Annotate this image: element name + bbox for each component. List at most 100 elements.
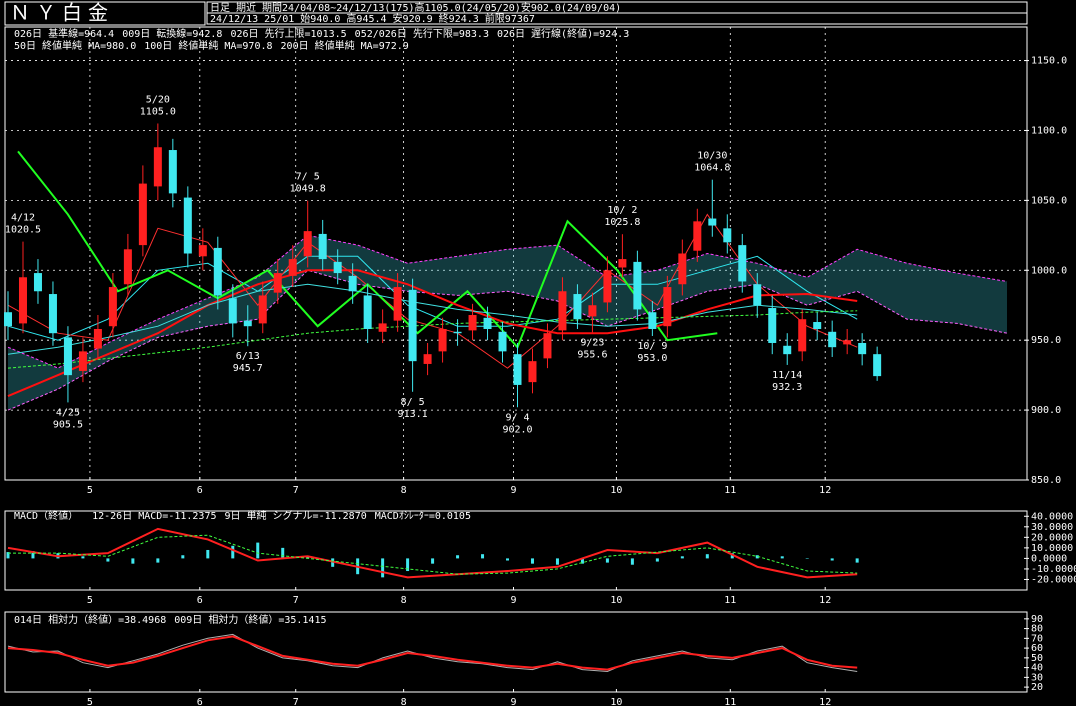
annotation-value: 1025.8 xyxy=(604,217,640,228)
candle-body xyxy=(213,247,222,296)
annotation-value: 1064.8 xyxy=(694,163,730,174)
annotation-date: 7/ 5 xyxy=(296,172,320,183)
candle-body xyxy=(663,287,672,327)
quote-info: 24/12/13 25/01 始940.0 高945.4 安920.9 終924… xyxy=(210,12,535,25)
period-info: 日足 期近 期間24/04/08~24/12/13(175)高1105.0(24… xyxy=(210,1,621,14)
series-line xyxy=(7,633,858,673)
legend-entry: 9日 単純 シグナル=-11.2870 xyxy=(224,509,366,522)
y-tick-label: 850.0 xyxy=(1031,475,1061,486)
y-tick-label: 40 xyxy=(1031,663,1043,674)
x-tick-label: 5 xyxy=(87,595,93,606)
y-tick-label: 50 xyxy=(1031,653,1043,664)
annotation-date: 11/14 xyxy=(772,370,802,381)
histogram-bar xyxy=(655,558,659,562)
candle-body xyxy=(678,253,687,285)
candle-body xyxy=(453,331,462,334)
candle-body xyxy=(123,249,132,285)
candle-body xyxy=(648,312,657,329)
histogram-bar xyxy=(31,551,35,559)
annotation-value: 932.3 xyxy=(772,382,802,393)
series-line xyxy=(7,527,858,579)
x-tick-label: 7 xyxy=(293,485,299,496)
legend-entry: 12-26日 MACD=-11.2375 xyxy=(92,511,216,522)
histogram-bar xyxy=(805,558,809,559)
candle-body xyxy=(108,287,117,327)
legend-entry: 026日 先行上限=1013.5 xyxy=(230,27,346,40)
candle-body xyxy=(48,294,57,334)
histogram-bar xyxy=(680,556,684,559)
candle-body xyxy=(198,245,207,257)
x-tick-label: 7 xyxy=(293,595,299,606)
candle-body xyxy=(753,284,762,306)
histogram-bar xyxy=(256,542,260,559)
candle-body xyxy=(738,245,747,282)
annotation-value: 913.1 xyxy=(398,409,428,420)
y-tick-label: 80 xyxy=(1031,624,1043,635)
candle-body xyxy=(228,298,237,324)
histogram-bar xyxy=(6,552,10,559)
y-tick-label: 1100.0 xyxy=(1031,125,1067,136)
histogram-bar xyxy=(331,558,335,567)
x-tick-label: 5 xyxy=(87,697,93,706)
histogram-bar xyxy=(780,556,784,559)
series-line xyxy=(7,269,858,398)
annotation-value: 1049.8 xyxy=(290,184,326,195)
annotation-value: 902.0 xyxy=(502,424,532,435)
candle-body xyxy=(168,150,177,194)
histogram-bar xyxy=(855,558,859,563)
candle-body xyxy=(333,261,342,274)
x-tick-label: 8 xyxy=(401,697,407,706)
series-line xyxy=(8,534,858,575)
histogram-bar xyxy=(580,558,584,564)
candle-body xyxy=(873,354,882,377)
candle-body xyxy=(618,259,627,268)
candle-body xyxy=(468,315,477,331)
candle-body xyxy=(258,295,267,324)
x-tick-label: 8 xyxy=(401,595,407,606)
histogram-bar xyxy=(156,558,160,563)
legend-entry: 052/026日 先行下限=983.3 xyxy=(355,27,489,40)
y-tick-label: 950.0 xyxy=(1031,335,1061,346)
candle-body xyxy=(633,261,642,310)
histogram-bar xyxy=(755,555,759,559)
histogram-bar xyxy=(231,545,235,559)
y-tick-label: 30.0000 xyxy=(1031,522,1073,533)
x-tick-label: 5 xyxy=(87,485,93,496)
candle-body xyxy=(783,345,792,355)
legend-entry: 026日 基準線=964.4 xyxy=(14,27,114,40)
annotation-date: 4/25 xyxy=(56,407,80,418)
x-tick-label: 11 xyxy=(724,595,736,606)
histogram-bar xyxy=(381,558,385,578)
candle-body xyxy=(63,337,72,376)
annotation-date: 9/ 4 xyxy=(505,412,529,423)
candle-body xyxy=(348,275,357,292)
x-tick-label: 12 xyxy=(819,697,831,706)
x-tick-label: 8 xyxy=(401,485,407,496)
histogram-bar xyxy=(406,558,410,572)
candle-body xyxy=(93,329,102,349)
histogram-bar xyxy=(181,555,185,559)
annotation-value: 905.5 xyxy=(53,419,83,430)
legend-entry: 009日 相対力（終値）=35.1415 xyxy=(174,613,326,626)
annotation-date: 10/30 xyxy=(697,151,727,162)
annotation-value: 945.7 xyxy=(233,363,263,374)
candle-body xyxy=(843,340,852,345)
candle-body xyxy=(543,333,552,359)
histogram-bar xyxy=(605,558,609,563)
series-line xyxy=(7,269,1008,411)
histogram-bar xyxy=(555,558,559,565)
annotation-value: 1105.0 xyxy=(140,106,176,117)
x-tick-label: 9 xyxy=(510,485,516,496)
histogram-bar xyxy=(506,558,510,561)
y-tick-label: 90 xyxy=(1031,614,1043,625)
x-tick-label: 6 xyxy=(197,595,203,606)
candle-body xyxy=(423,354,432,364)
y-tick-label: 1150.0 xyxy=(1031,56,1067,67)
candle-body xyxy=(18,277,27,324)
histogram-bar xyxy=(306,556,310,559)
y-tick-label: 60 xyxy=(1031,643,1043,654)
candle-body xyxy=(513,354,522,385)
legend-entry: 200日 終値単純 MA=972.9 xyxy=(281,39,409,52)
x-tick-label: 12 xyxy=(819,485,831,496)
x-tick-label: 10 xyxy=(610,595,622,606)
